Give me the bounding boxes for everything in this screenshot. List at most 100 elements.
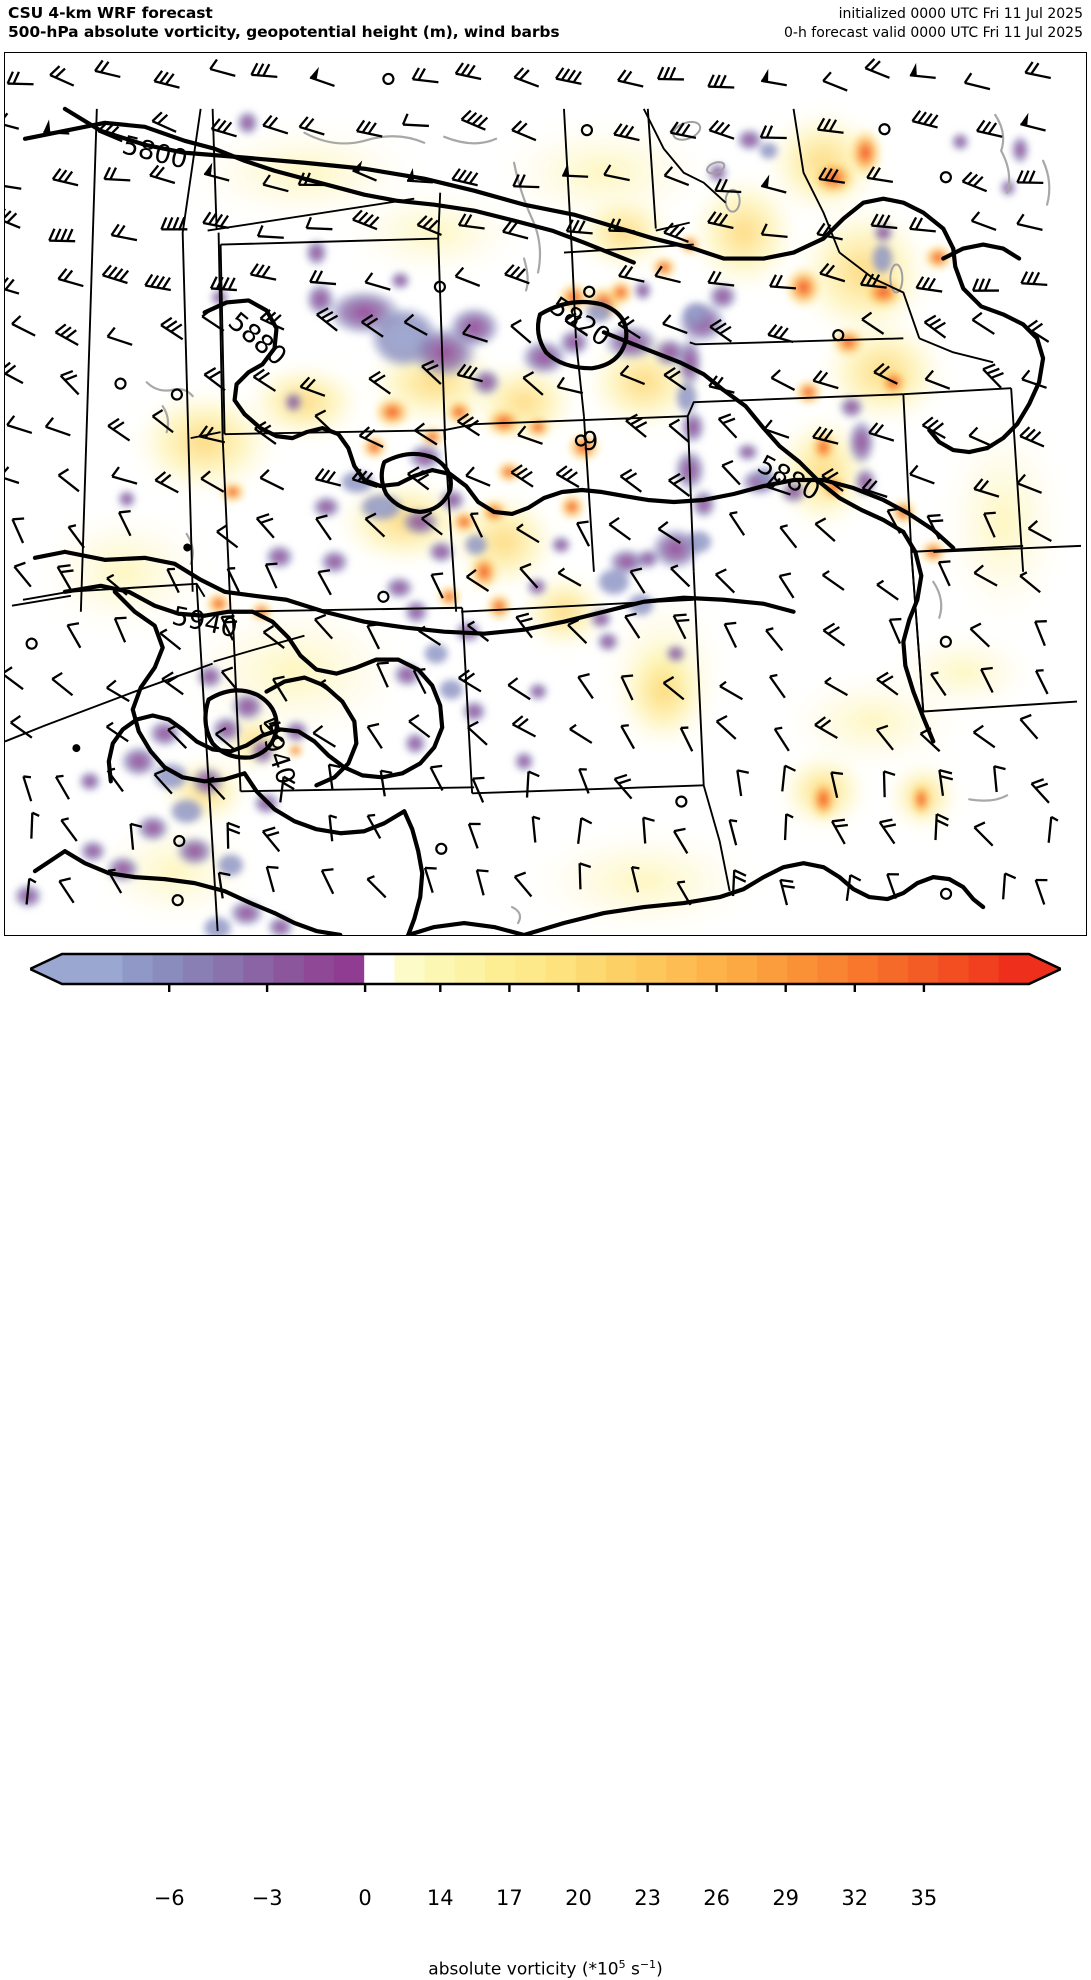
- wind-barb: [411, 66, 441, 84]
- wind-barb: [908, 61, 939, 79]
- wind-barb: [531, 814, 544, 844]
- wind-barb: [44, 415, 76, 437]
- wind-barb: [822, 619, 853, 647]
- wind-barb: [764, 624, 789, 652]
- wind-barb: [921, 413, 953, 440]
- colorbar-extend-left: [30, 954, 62, 984]
- wind-barb: [1020, 367, 1052, 389]
- wind-barb: [970, 209, 1001, 232]
- wind-barb: [673, 793, 690, 810]
- wind-barb: [22, 773, 39, 803]
- wind-barb: [10, 312, 42, 337]
- colorbar-tick-0: 0: [358, 1886, 372, 1910]
- wind-barb: [616, 67, 648, 88]
- wind-barb: [575, 516, 600, 548]
- wind-barb: [5, 109, 24, 130]
- wind-barb: [5, 273, 24, 295]
- wind-barb: [464, 464, 496, 487]
- wind-barb: [467, 819, 490, 850]
- wind-barb: [779, 521, 803, 549]
- chart-header: CSU 4-km WRF forecast 500-hPa absolute v…: [0, 0, 1091, 52]
- wind-barb: [1002, 872, 1018, 902]
- wind-barb: [58, 873, 84, 904]
- wind-barb: [875, 577, 904, 601]
- wind-barb: [451, 166, 482, 187]
- wind-barb: [619, 465, 650, 493]
- valid-time: 0-h forecast valid 0000 UTC Fri 11 Jul 2…: [784, 25, 1083, 41]
- wind-barb: [366, 872, 392, 899]
- colorbar-cell: [454, 954, 486, 984]
- wind-barb: [215, 521, 246, 549]
- title-line-1: CSU 4-km WRF forecast: [8, 4, 213, 22]
- wind-barb: [54, 320, 86, 347]
- wind-barb: [509, 316, 540, 344]
- wind-barb: [707, 73, 736, 89]
- colorbar-cell: [182, 954, 214, 984]
- wind-barb: [103, 165, 133, 182]
- wind-barb: [971, 277, 1001, 292]
- wind-barb: [429, 761, 454, 792]
- wind-barb: [5, 462, 24, 485]
- colorbar-tick-26: 26: [703, 1886, 730, 1910]
- wind-barb: [963, 71, 994, 91]
- wind-barb: [110, 464, 142, 485]
- wind-barb: [878, 123, 891, 136]
- colorbar-cell: [122, 954, 154, 984]
- wind-barb: [249, 261, 280, 281]
- wind-barb: [939, 887, 953, 901]
- wind-barb: [5, 205, 26, 229]
- wind-barb: [57, 266, 88, 288]
- wind-barb: [760, 66, 791, 87]
- colorbar-axis-label: absolute vorticity (*105 s−1): [428, 1958, 663, 1980]
- wind-barb: [265, 862, 286, 894]
- colorbar-cell: [908, 954, 939, 984]
- colorbar-tick-20: 20: [565, 1886, 592, 1910]
- wind-barb: [320, 864, 345, 895]
- colorbar-tick-minus3: −3: [251, 1886, 283, 1910]
- colorbar-tick-32: 32: [841, 1886, 869, 1910]
- wind-barb: [1025, 316, 1057, 343]
- wind-barb: [30, 811, 41, 841]
- wind-barb: [380, 71, 396, 87]
- wind-barb: [1024, 59, 1055, 80]
- wind-barb: [209, 275, 239, 292]
- wind-barb: [981, 359, 1011, 389]
- wind-barb: [613, 770, 642, 800]
- wind-barb: [778, 568, 804, 600]
- wind-barb: [779, 875, 800, 907]
- wind-barb: [153, 68, 184, 89]
- wind-barb: [908, 462, 940, 485]
- wind-barb: [864, 55, 896, 79]
- wind-barb: [1034, 616, 1057, 647]
- wind-barb: [1030, 774, 1059, 804]
- wind-barb: [503, 262, 535, 285]
- wind-barb: [5, 663, 31, 691]
- wind-barb: [821, 69, 853, 92]
- colorbar-cell: [545, 954, 577, 984]
- colorbar-tick-23: 23: [634, 1886, 661, 1910]
- wind-barb: [308, 64, 340, 88]
- wind-barb: [708, 117, 740, 140]
- wind-barb: [608, 514, 638, 541]
- wind-barb: [60, 814, 84, 843]
- colorbar-cell: [998, 954, 1030, 984]
- wind-barb: [1034, 875, 1056, 906]
- colorbar-cell: [636, 954, 667, 984]
- wind-barb: [821, 568, 850, 592]
- wind-barb: [328, 813, 341, 843]
- colorbar-extend-right: [1029, 954, 1061, 984]
- wind-barb: [475, 866, 496, 897]
- colorbar-cell: [394, 954, 426, 984]
- wind-barb: [250, 61, 280, 78]
- wind-barb: [554, 65, 586, 85]
- colorbar-tick-minus6: −6: [153, 1886, 185, 1910]
- colorbar-cell: [273, 954, 305, 984]
- wind-barb: [101, 262, 133, 285]
- colorbar-cell: [726, 954, 758, 984]
- wind-barb: [513, 65, 545, 88]
- wind-barb: [736, 767, 754, 798]
- colorbar-cell: [92, 954, 124, 984]
- wind-barb: [106, 325, 137, 346]
- wind-barb: [1019, 710, 1047, 740]
- wind-barb: [54, 772, 77, 801]
